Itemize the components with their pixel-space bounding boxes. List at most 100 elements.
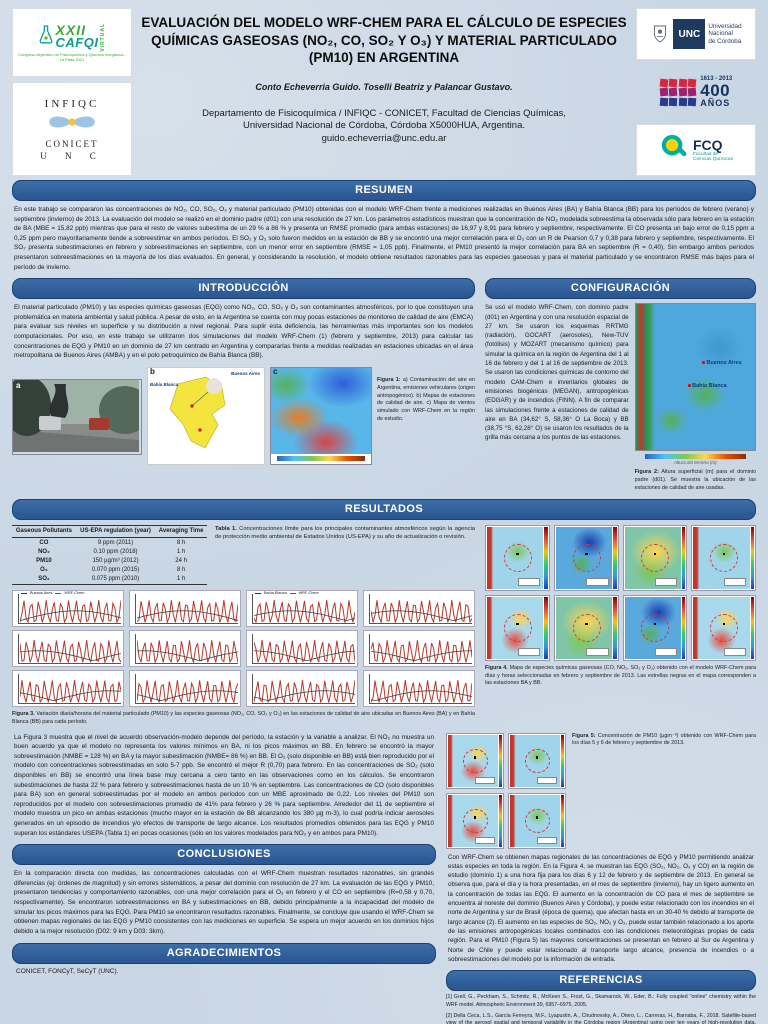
- fig1b-label-ba: Buenos Aires: [231, 370, 260, 376]
- figura5-map-grid: [446, 732, 566, 849]
- fig4-map-thumbnail: [485, 524, 550, 591]
- introduccion-text: El material particulado (PM10) y las esp…: [14, 304, 473, 360]
- header-center: EVALUACIÓN DEL MODELO WRF-CHEM PARA EL C…: [140, 8, 628, 176]
- fig3-subplot: [12, 629, 124, 667]
- fig3-subplot: [129, 669, 241, 707]
- infinity-flag-icon: [43, 112, 101, 137]
- fig3-subplot: Bahía Blanca WRF-Chem: [246, 589, 358, 627]
- fig3-subplot: [246, 669, 358, 707]
- infiqc-label: INFIQC: [44, 97, 100, 110]
- anniversary-years: 1613 - 2013: [700, 75, 733, 82]
- cafqi-congress-logo: XXII CAFQI VIRTUAL Congreso Argentino de…: [12, 8, 132, 78]
- cafqi-roman: XXII: [55, 22, 86, 39]
- fig2-label-ba: Buenos Aires: [702, 360, 742, 366]
- agradecimientos-text: CONICET, FONCyT, SeCyT (UNC).: [16, 967, 119, 975]
- anniversary-number: 400: [700, 80, 731, 100]
- fig3-subplot: [363, 669, 475, 707]
- section-banner-conclusiones: CONCLUSIONES: [12, 844, 436, 866]
- infiqc-conicet-logo: INFIQC CONICET U N C: [12, 82, 132, 176]
- figura1c-wind-map: c: [270, 366, 372, 465]
- reference-item: [1] Grell, G., Peckham, S., Schmitz, R.,…: [446, 994, 756, 1008]
- fig4-map-thumbnail: [691, 594, 756, 661]
- unc-letters: U N C: [40, 150, 104, 161]
- fig3-subplot: [246, 629, 358, 667]
- figura2: Buenos Aires Bahía Blanca Altura del ter…: [634, 303, 756, 492]
- epa-limits-table: Gaseous Pollutants US-EPA regulation (ye…: [12, 524, 207, 585]
- table-row: NO₂ 0.10 ppm (2018) 1 h: [38, 548, 186, 555]
- fcq-q-icon: [659, 132, 689, 167]
- header: XXII CAFQI VIRTUAL Congreso Argentino de…: [12, 8, 756, 177]
- fcq-abbr: FCQ: [693, 136, 723, 153]
- tabla1-caption: Tabla 1. Concentraciones límite para los…: [215, 525, 475, 541]
- section-banner-introduccion: INTRODUCCIÓN: [12, 278, 475, 300]
- section-banner-resultados: RESULTADOS: [12, 498, 756, 520]
- fig3-subplot: [129, 629, 241, 667]
- resultados-left-top: Gaseous Pollutants US-EPA regulation (ye…: [12, 524, 475, 727]
- fig5-map-thumbnail: [508, 792, 566, 849]
- cafqi-name: CAFQI: [55, 35, 99, 51]
- table-row: SO₂ 0.075 ppm (2010) 1 h: [12, 574, 207, 585]
- flask-icon: [38, 24, 54, 49]
- fig2-colorbar: [644, 454, 746, 460]
- introduccion-column: INTRODUCCIÓN El material particulado (PM…: [3, 278, 476, 492]
- resultados-discussion-right: Con WRF-Chem se obtienen mapas regionale…: [448, 853, 754, 963]
- section-banner-agradecimientos: AGRADECIMIENTOS: [12, 942, 436, 964]
- fig3-subplot: Buenos Aires WRF-Chem: [12, 589, 124, 627]
- fig5-map-thumbnail: [446, 732, 504, 789]
- fig5-map-thumbnail: [446, 792, 504, 849]
- fcq-logo: FCQ Facultad de Ciencias Químicas: [636, 123, 756, 177]
- section-banner-resumen: RESUMEN: [12, 180, 756, 201]
- configuracion-text: Se usó el modelo WRF-Chem, con dominio p…: [485, 304, 629, 442]
- fig3-subplot: [363, 629, 475, 667]
- figura4-caption: Figura 4. Mapa de especies químicas gase…: [485, 664, 757, 687]
- fig4-map-thumbnail: [485, 594, 550, 661]
- section-banner-configuracion: CONFIGURACIÓN: [485, 278, 756, 300]
- figura4-map-grid: [485, 524, 756, 661]
- cafqi-virtual-label: VIRTUAL: [100, 22, 107, 52]
- affiliation-block: Departamento de Fisicoquímica / INFIQC -…: [140, 108, 628, 146]
- resultados-left-bottom: La Figura 3 muestra que el nivel de acue…: [12, 733, 436, 1024]
- unc-abbr: UNC: [673, 19, 706, 50]
- contact-email: guido.echeverria@unc.edu.ar: [321, 133, 447, 145]
- unc-logo: UNC Universidad Nacional de Córdoba: [636, 8, 756, 61]
- right-logo-column: UNC Universidad Nacional de Córdoba 1613…: [636, 8, 756, 177]
- resultados-right-top: Figura 4. Mapa de especies químicas gase…: [485, 524, 757, 727]
- figura2-caption: Figura 2: Altura superficial (m) para el…: [634, 469, 756, 491]
- fig3-legend-bb: Bahía Blanca WRF-Chem: [255, 591, 355, 595]
- fig4-map-thumbnail: [622, 594, 688, 661]
- anniversary-squares-icon: [659, 78, 697, 106]
- 400-anos-logo: 1613 - 2013 400 AÑOS: [636, 65, 756, 119]
- conicet-label: CONICET: [45, 138, 99, 149]
- affiliation-line-2: Universidad Nacional de Córdoba, Córdoba…: [242, 120, 525, 132]
- figura5-caption: Figura 5: Concentración de PM10 (µgm⁻³) …: [572, 732, 757, 747]
- fig4-map-thumbnail: [691, 524, 756, 591]
- fig2-colorbar-label: Altura del terreno (m): [674, 460, 717, 466]
- section-banner-referencias: REFERENCIAS: [446, 970, 756, 992]
- figura5: Figura 5: Concentración de PM10 (µgm⁻³) …: [446, 732, 757, 849]
- authors-line: Conto Echeverria Guido. Toselli Beatriz …: [255, 81, 513, 92]
- fig5-map-thumbnail: [508, 732, 566, 789]
- figura1-caption: Figura 1: a) Contaminación del aire en A…: [377, 376, 476, 423]
- figura1a-photo: a: [3, 375, 151, 455]
- left-logo-column: XXII CAFQI VIRTUAL Congreso Argentino de…: [12, 8, 132, 176]
- anniversary-word: AÑOS: [700, 97, 731, 108]
- resultados-discussion-left: La Figura 3 muestra que el nivel de acue…: [14, 733, 434, 837]
- resultados-right-bottom: Figura 5: Concentración de PM10 (µgm⁻³) …: [446, 732, 757, 1024]
- fig1b-label-bb: Bahía Blanca: [150, 381, 179, 387]
- fig4-map-thumbnail: [622, 524, 688, 591]
- fig3-legend-ba: Buenos Aires WRF-Chem: [21, 591, 121, 595]
- figura1b-station-map: b Buenos Aires Bahía Blanca: [147, 366, 265, 465]
- unc-crest-icon: [650, 24, 670, 44]
- figura3-caption: Figura 3. Variación diaria/horaria del m…: [12, 710, 475, 725]
- table-row: O₃ 0.070 ppm (2015) 8 h: [40, 567, 186, 574]
- reference-item: [2] Della Ceca, L.S., García Ferreyra, M…: [446, 1012, 756, 1024]
- fig3-subplot: [363, 589, 475, 627]
- fig3-subplot: [129, 589, 241, 627]
- affiliation-line-1: Departamento de Fisicoquímica / INFIQC -…: [202, 107, 566, 119]
- fig2-label-bb: Bahía Blanca: [688, 383, 727, 389]
- table-row: CO 9 ppm (2011) 8 h: [39, 539, 186, 546]
- conclusiones-text: En la comparación directa con medidas, l…: [14, 870, 434, 935]
- figura2-terrain-map: Buenos Aires Bahía Blanca: [634, 303, 756, 452]
- fig4-map-thumbnail: [553, 524, 619, 591]
